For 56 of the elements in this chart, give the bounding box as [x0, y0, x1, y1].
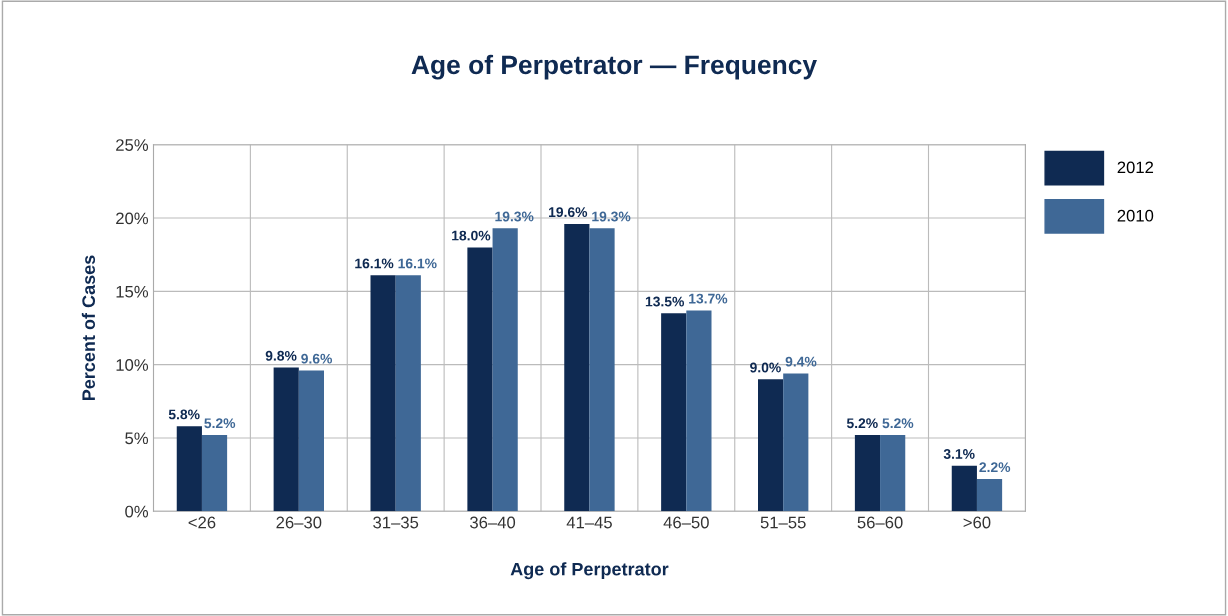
- legend-label: 2012: [1117, 161, 1154, 174]
- bar: [880, 435, 906, 512]
- x-tick-label: 46–50: [663, 516, 709, 529]
- data-label: 19.3%: [495, 211, 534, 222]
- data-label: 5.2%: [882, 418, 914, 429]
- data-label: 5.2%: [846, 418, 878, 429]
- x-axis-title: Age of Perpetrator: [510, 562, 669, 580]
- bar: [492, 228, 518, 512]
- bar: [395, 275, 421, 512]
- bar: [298, 370, 324, 512]
- x-tick-label: 31–35: [373, 516, 419, 529]
- x-tick-label: <26: [188, 516, 216, 529]
- x-tick-label: 36–40: [470, 516, 516, 529]
- legend-label: 2010: [1117, 209, 1154, 222]
- bar: [783, 373, 809, 512]
- x-tick-label: 26–30: [276, 516, 322, 529]
- bar: [758, 379, 784, 512]
- data-label: 9.0%: [750, 362, 781, 373]
- y-tick-label: 15%: [116, 285, 149, 298]
- y-axis-title: Percent of Cases: [81, 255, 96, 401]
- data-label: 18.0%: [452, 230, 491, 241]
- x-tick-label: >60: [963, 516, 991, 529]
- x-tick-label: 51–55: [760, 516, 806, 529]
- bar: [951, 465, 977, 512]
- bar: [661, 313, 687, 512]
- bar: [467, 247, 493, 512]
- data-label: 5.2%: [204, 418, 236, 429]
- bar: [176, 426, 202, 512]
- y-tick-label: 10%: [116, 359, 149, 371]
- bar: [589, 228, 615, 512]
- data-label: 13.5%: [645, 296, 685, 307]
- data-label: 5.8%: [168, 409, 200, 420]
- data-label: 2.2%: [979, 462, 1011, 473]
- data-label: 9.8%: [265, 350, 297, 361]
- y-tick-label: 25%: [116, 139, 149, 151]
- y-tick-label: 0%: [125, 505, 149, 518]
- bar: [273, 367, 299, 512]
- chart-title: Age of Perpetrator — Frequency: [411, 54, 817, 80]
- bar: [201, 435, 228, 512]
- data-label: 3.1%: [943, 449, 975, 459]
- bar: [686, 310, 712, 512]
- y-tick-label: 5%: [125, 432, 149, 445]
- data-label: 16.1%: [355, 258, 394, 269]
- bar: [564, 223, 590, 512]
- data-label: 9.4%: [785, 356, 817, 367]
- data-label: 13.7%: [689, 293, 728, 304]
- bar: [854, 435, 881, 512]
- x-tick-label: 41–45: [566, 516, 612, 529]
- data-label: 19.3%: [592, 211, 631, 222]
- data-label: 19.6%: [549, 207, 588, 218]
- data-label: 16.1%: [398, 258, 437, 269]
- y-tick-label: 20%: [116, 212, 149, 225]
- data-label: 9.6%: [301, 353, 333, 364]
- bar: [976, 479, 1003, 512]
- x-tick-label: 56–60: [857, 516, 903, 529]
- bar: [370, 275, 396, 512]
